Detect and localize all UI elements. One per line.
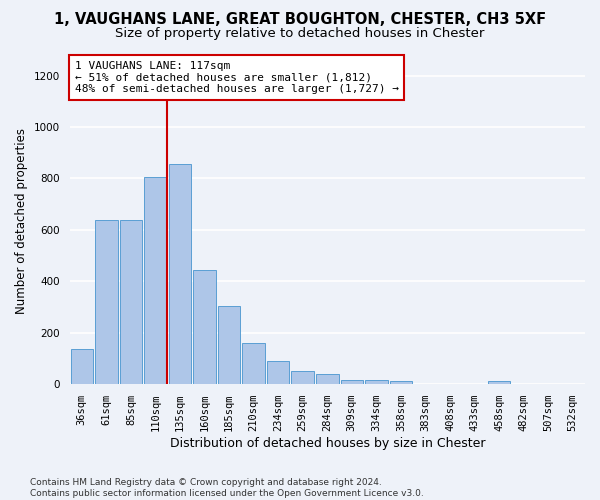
Bar [144,177,167,384]
Bar [242,343,265,384]
Bar [389,381,412,384]
Bar [218,306,241,384]
Bar [169,164,191,384]
Y-axis label: Number of detached properties: Number of detached properties [15,128,28,314]
Bar [71,350,93,384]
Bar [119,220,142,384]
X-axis label: Distribution of detached houses by size in Chester: Distribution of detached houses by size … [170,437,485,450]
Bar [488,381,511,384]
Bar [292,372,314,384]
Text: Contains HM Land Registry data © Crown copyright and database right 2024.
Contai: Contains HM Land Registry data © Crown c… [30,478,424,498]
Text: 1, VAUGHANS LANE, GREAT BOUGHTON, CHESTER, CH3 5XF: 1, VAUGHANS LANE, GREAT BOUGHTON, CHESTE… [54,12,546,28]
Bar [95,220,118,384]
Bar [193,270,216,384]
Bar [267,361,289,384]
Text: 1 VAUGHANS LANE: 117sqm
← 51% of detached houses are smaller (1,812)
48% of semi: 1 VAUGHANS LANE: 117sqm ← 51% of detache… [74,61,398,94]
Bar [365,380,388,384]
Bar [316,374,338,384]
Bar [341,380,363,384]
Text: Size of property relative to detached houses in Chester: Size of property relative to detached ho… [115,28,485,40]
